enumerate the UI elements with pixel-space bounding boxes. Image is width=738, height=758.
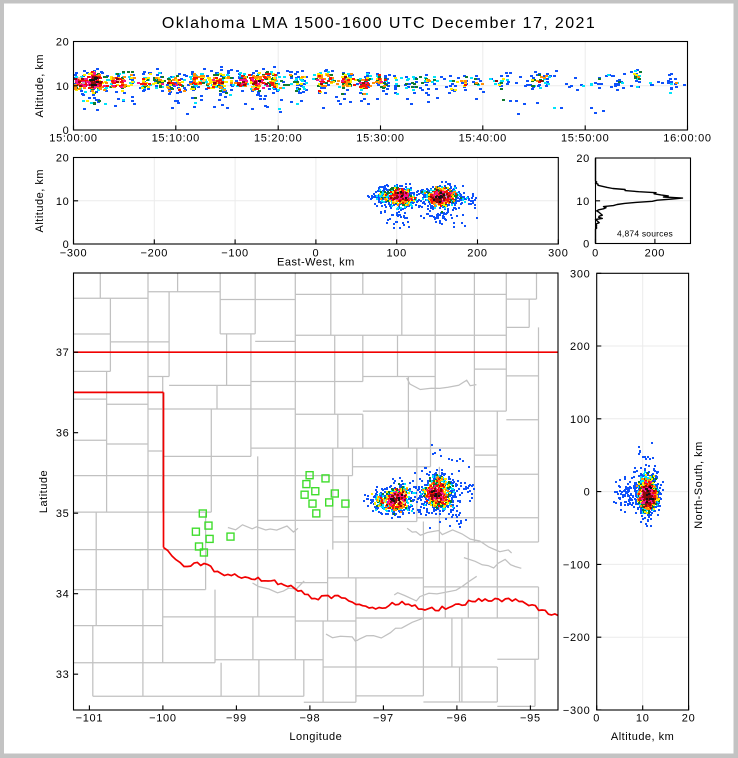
svg-text:15:50:00: 15:50:00 [561,133,609,145]
svg-text:Oklahoma LMA 1500-1600 UTC Dec: Oklahoma LMA 1500-1600 UTC December 17, … [162,15,596,32]
svg-text:−99: −99 [226,713,247,725]
svg-text:10: 10 [56,196,70,208]
svg-text:15:00:00: 15:00:00 [49,133,97,145]
svg-text:Altitude, km: Altitude, km [34,169,46,232]
svg-text:−300: −300 [60,248,88,260]
svg-text:10: 10 [636,713,650,725]
svg-text:−200: −200 [141,248,169,260]
svg-text:Altitude, km: Altitude, km [34,54,46,117]
svg-text:37: 37 [56,347,70,359]
svg-text:35: 35 [56,508,70,520]
svg-text:0: 0 [584,487,591,499]
svg-text:15:30:00: 15:30:00 [356,133,404,145]
svg-text:4,874 sources: 4,874 sources [617,229,673,239]
svg-text:−95: −95 [520,713,541,725]
svg-text:−98: −98 [300,713,321,725]
svg-text:15:10:00: 15:10:00 [152,133,200,145]
svg-text:0: 0 [593,713,600,725]
svg-text:Longitude: Longitude [289,731,342,743]
svg-text:200: 200 [645,248,665,260]
svg-text:200: 200 [570,341,590,353]
svg-text:Altitude, km: Altitude, km [611,731,674,743]
svg-text:10: 10 [56,81,70,93]
svg-text:200: 200 [467,248,487,260]
svg-text:300: 300 [570,268,590,280]
svg-text:0: 0 [63,239,70,251]
svg-text:20: 20 [56,153,70,165]
svg-text:−97: −97 [373,713,394,725]
svg-text:36: 36 [56,428,70,440]
svg-text:0: 0 [592,248,599,260]
svg-text:33: 33 [56,669,70,681]
svg-text:East-West, km: East-West, km [277,257,355,269]
svg-text:10: 10 [576,196,590,208]
svg-text:−300: −300 [563,705,591,717]
svg-text:300: 300 [548,248,568,260]
svg-text:15:40:00: 15:40:00 [459,133,507,145]
svg-text:North-South, km: North-South, km [693,441,705,529]
svg-text:−100: −100 [221,248,249,260]
svg-text:20: 20 [682,713,696,725]
svg-text:20: 20 [576,153,590,165]
svg-text:0: 0 [63,125,70,137]
svg-text:100: 100 [386,248,406,260]
svg-text:−100: −100 [563,559,591,571]
svg-text:−200: −200 [563,632,591,644]
svg-text:15:20:00: 15:20:00 [254,133,302,145]
svg-text:−100: −100 [149,713,177,725]
svg-text:0: 0 [583,239,590,251]
svg-text:100: 100 [570,414,590,426]
svg-text:−101: −101 [76,713,104,725]
svg-text:20: 20 [56,37,70,49]
svg-text:16:00:00: 16:00:00 [663,133,711,145]
svg-text:−96: −96 [447,713,468,725]
svg-text:0: 0 [312,248,319,260]
svg-text:34: 34 [56,589,70,601]
svg-text:Latitude: Latitude [38,470,50,513]
